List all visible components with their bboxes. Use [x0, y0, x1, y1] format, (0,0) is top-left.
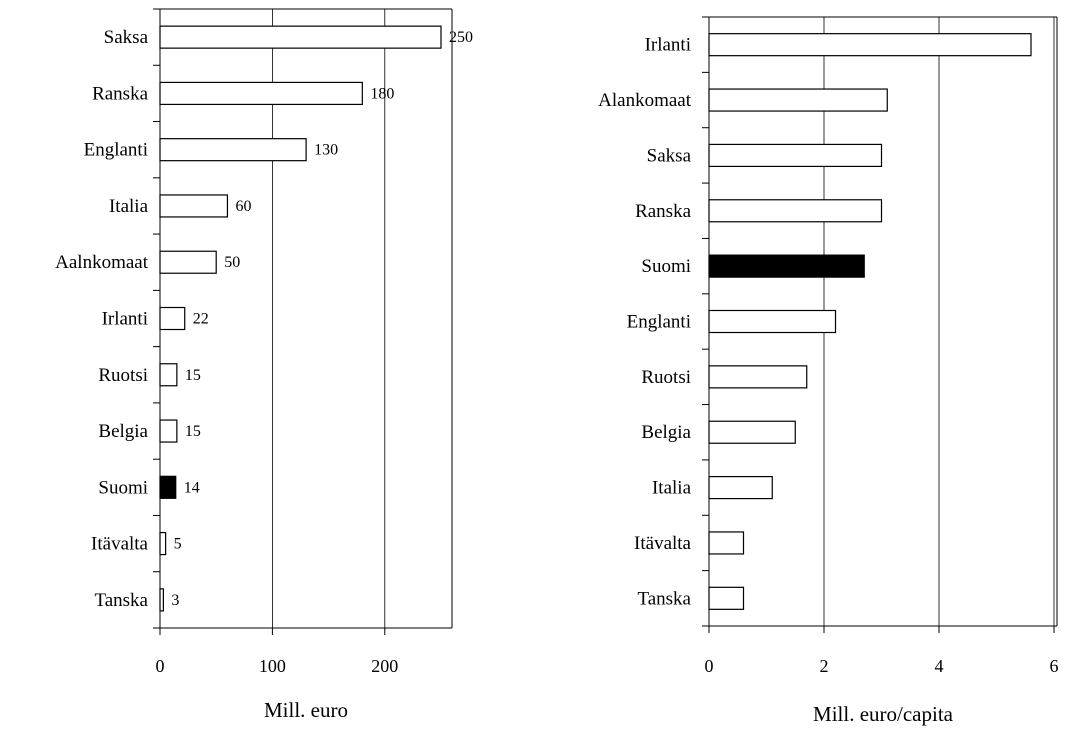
- left-data-label-2: 130: [314, 142, 338, 159]
- right-bar-2: [708, 143, 883, 168]
- left-data-label-10: 3: [171, 592, 179, 609]
- right-category-label-10: Tanska: [637, 588, 691, 609]
- left-data-label-7: 15: [185, 423, 201, 440]
- right-bar-1: [708, 88, 888, 112]
- left-data-label-8: 14: [184, 479, 200, 496]
- left-bar-10: [159, 588, 164, 612]
- right-bar-10: [708, 586, 745, 610]
- left-data-label-9: 5: [174, 536, 182, 553]
- left-category-label-7: Belgia: [98, 421, 148, 442]
- left-data-label-1: 180: [370, 85, 394, 102]
- right-category-label-4: Suomi: [641, 256, 691, 277]
- left-category-label-1: Ranska: [92, 83, 149, 104]
- left-data-label-5: 22: [193, 311, 209, 328]
- left-category-label-10: Tanska: [94, 590, 148, 611]
- right-category-label-2: Saksa: [647, 145, 692, 166]
- right-x-axis-title: Mill. euro/capita: [813, 702, 954, 726]
- right-bar-9: [708, 531, 745, 555]
- right-x-tick-label-3: 6: [1050, 656, 1059, 676]
- left-category-label-9: Itävalta: [91, 534, 149, 555]
- left-data-label-0: 250: [449, 29, 473, 46]
- left-category-label-6: Ruotsi: [98, 365, 148, 386]
- left-bar-9: [159, 531, 167, 556]
- right-bar-4: [708, 254, 865, 278]
- right-x-tick-label-1: 2: [820, 656, 829, 676]
- left-x-axis-title: Mill. euro: [264, 698, 348, 722]
- left-category-label-0: Saksa: [104, 27, 149, 48]
- left-bar-3: [159, 194, 229, 218]
- right-bar-0: [708, 33, 1032, 57]
- right-category-label-0: Irlanti: [645, 35, 691, 56]
- left-bar-7: [159, 419, 178, 443]
- left-bar-5: [159, 306, 186, 331]
- left-x-tick-label-2: 200: [371, 656, 398, 676]
- right-category-label-7: Belgia: [641, 422, 691, 443]
- left-category-label-2: Englanti: [84, 140, 148, 161]
- right-category-label-8: Italia: [652, 478, 692, 499]
- left-data-label-6: 15: [185, 367, 201, 384]
- left-category-label-5: Irlanti: [102, 309, 148, 330]
- left-category-label-4: Aalnkomaat: [55, 252, 149, 273]
- right-bar-7: [708, 420, 796, 444]
- right-category-label-6: Ruotsi: [641, 367, 691, 388]
- left-x-tick-label-0: 0: [156, 656, 165, 676]
- left-bar-4: [159, 250, 217, 274]
- left-category-label-3: Italia: [109, 196, 149, 217]
- right-bar-5: [708, 309, 837, 334]
- chart-right-mill-euro-per-capita: 0 2 4 6 Irlanti Alankomaat Saksa Ranska Suomi Eng…: [598, 16, 1059, 726]
- right-category-label-5: Englanti: [627, 312, 691, 333]
- left-bar-6: [159, 363, 178, 387]
- right-bar-8: [708, 475, 773, 500]
- right-category-label-3: Ranska: [635, 201, 692, 222]
- left-x-tick-label-1: 100: [259, 656, 286, 676]
- left-category-label-8: Suomi: [98, 477, 148, 498]
- left-data-label-3: 60: [235, 198, 251, 215]
- left-bar-0: [159, 25, 442, 49]
- right-bar-3: [708, 199, 883, 223]
- left-bar-1: [159, 81, 363, 106]
- right-bar-6: [708, 365, 808, 389]
- left-bar-8: [159, 475, 177, 499]
- left-bar-2: [159, 138, 307, 162]
- right-category-label-1: Alankomaat: [598, 90, 692, 111]
- right-x-tick-label-0: 0: [705, 656, 714, 676]
- right-category-label-9: Itävalta: [634, 533, 692, 554]
- left-data-label-4: 50: [224, 254, 240, 271]
- chart-left-mill-euro: 0 100 200 Saksa 250 Ranska 180 Englanti 130 Itali…: [55, 8, 473, 722]
- right-x-tick-label-2: 4: [935, 656, 944, 676]
